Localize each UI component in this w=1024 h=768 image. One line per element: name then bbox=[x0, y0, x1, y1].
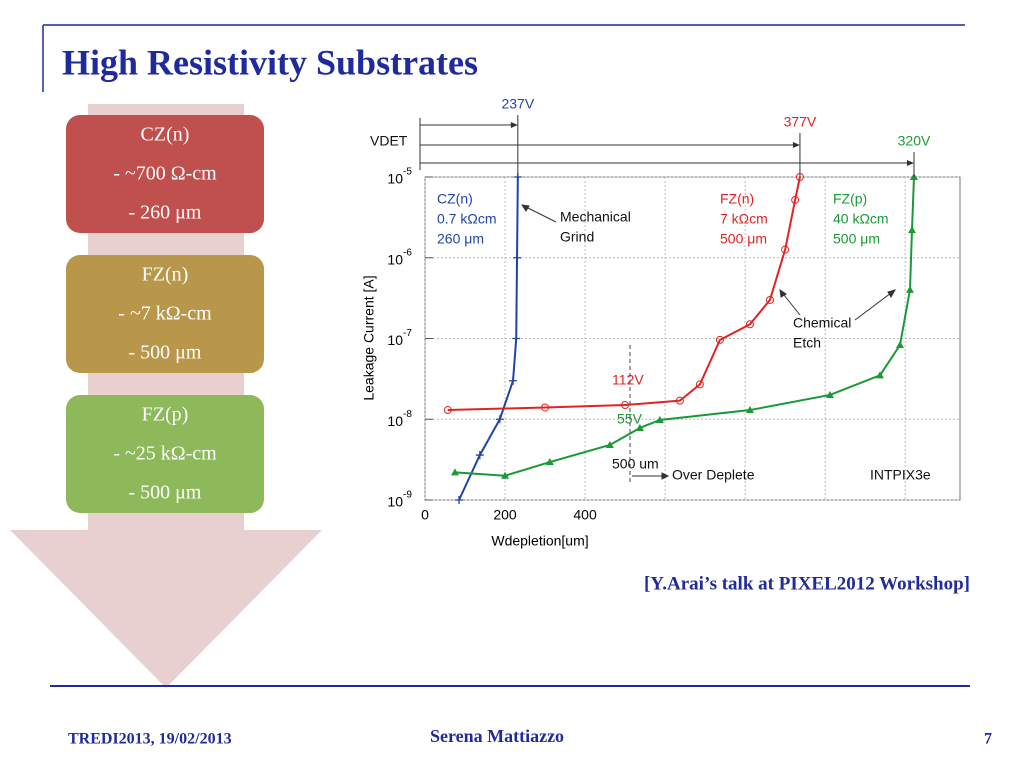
y-tick-exponent: -6 bbox=[403, 247, 412, 258]
annotation-arrow bbox=[520, 204, 557, 223]
data-point bbox=[501, 471, 510, 479]
y-tick-label: 10 bbox=[387, 251, 403, 267]
data-point bbox=[825, 390, 834, 398]
data-point bbox=[621, 401, 630, 410]
data-point bbox=[509, 376, 518, 385]
data-point bbox=[675, 396, 684, 405]
box bbox=[66, 395, 264, 513]
y-tick-label: 10 bbox=[387, 413, 403, 429]
y-tick-exponent: -8 bbox=[403, 409, 412, 420]
y-tick-label: 10 bbox=[387, 494, 403, 510]
y-tick-exponent: -7 bbox=[403, 328, 412, 339]
y-tick-label: 10 bbox=[387, 171, 403, 187]
arrow-head bbox=[906, 160, 914, 166]
data-point bbox=[655, 415, 664, 423]
page-number: 7 bbox=[984, 731, 992, 748]
box-line: FZ(n) bbox=[142, 264, 189, 286]
annotation-arrow bbox=[854, 289, 897, 321]
annotation: 500 um bbox=[612, 456, 659, 472]
data-point bbox=[455, 496, 464, 504]
data-point bbox=[541, 403, 550, 412]
data-point bbox=[715, 335, 724, 344]
data-point bbox=[512, 334, 521, 343]
chart-background bbox=[355, 100, 967, 555]
data-point bbox=[695, 380, 704, 389]
slide-title: High Resistivity Substrates bbox=[62, 42, 478, 82]
box-line: - ~700 Ω-cm bbox=[113, 163, 217, 185]
box-line: - ~7 kΩ-cm bbox=[118, 303, 212, 325]
data-point bbox=[451, 468, 460, 476]
x-tick-label: 400 bbox=[573, 507, 597, 523]
y-tick-exponent: -5 bbox=[403, 167, 412, 178]
series-label: 500 μm bbox=[833, 231, 880, 247]
series-label: CZ(n) bbox=[437, 191, 473, 207]
y-tick-label: 10 bbox=[387, 332, 403, 348]
data-point bbox=[513, 253, 522, 262]
box-group: CZ(n) - ~700 Ω-cm - 260 μm FZ(n) - ~7 kΩ-cm -… bbox=[66, 115, 264, 513]
annotation: VDET bbox=[370, 133, 408, 149]
annotation: Grind bbox=[560, 229, 594, 245]
voltage-label: 320V bbox=[898, 133, 931, 149]
data-point bbox=[545, 458, 554, 466]
voltage-label: 377V bbox=[784, 114, 817, 130]
data-point bbox=[495, 415, 504, 424]
annotation-arrow bbox=[779, 288, 801, 316]
citation: [Y.Arai’s talk at PIXEL2012 Workshop] bbox=[644, 573, 970, 594]
footer-center: Serena Mattiazzo bbox=[430, 726, 564, 746]
box-line: CZ(n) bbox=[141, 124, 190, 146]
data-point bbox=[875, 371, 884, 379]
data-point bbox=[605, 440, 614, 448]
arrow-head bbox=[510, 122, 518, 128]
annotation: Mechanical bbox=[560, 209, 631, 225]
series-line bbox=[447, 176, 801, 412]
series-label: 260 μm bbox=[437, 231, 484, 247]
series-label: 7 kΩcm bbox=[720, 211, 768, 227]
data-point bbox=[745, 320, 754, 329]
data-point bbox=[907, 226, 916, 234]
arrow-head bbox=[792, 142, 800, 148]
series-label: 40 kΩcm bbox=[833, 211, 889, 227]
annotation: INTPIX3e bbox=[870, 467, 931, 483]
annotation: Over Deplete bbox=[672, 467, 755, 483]
box bbox=[66, 255, 264, 373]
voltage-label: 237V bbox=[501, 96, 534, 112]
y-tick-exponent: -9 bbox=[403, 490, 412, 501]
footer-left: TREDI2013, 19/02/2013 bbox=[68, 731, 232, 748]
box-line: - 500 μm bbox=[129, 342, 202, 364]
data-point bbox=[635, 423, 644, 431]
series-label: 0.7 kΩcm bbox=[437, 211, 496, 227]
series-label: FZ(n) bbox=[720, 191, 754, 207]
y-axis-label: Leakage Current [A] bbox=[361, 275, 377, 400]
box-line: FZ(p) bbox=[142, 404, 189, 426]
annotation: Etch bbox=[793, 335, 821, 351]
series-label: 500 μm bbox=[720, 231, 767, 247]
x-axis-label: Wdepletion[um] bbox=[491, 533, 588, 549]
box-line: - 500 μm bbox=[129, 482, 202, 504]
box-line: - ~25 kΩ-cm bbox=[113, 443, 217, 465]
box bbox=[66, 115, 264, 233]
data-point bbox=[791, 195, 800, 204]
data-point bbox=[475, 451, 484, 460]
annotation: 112V bbox=[612, 372, 644, 388]
data-point bbox=[745, 406, 754, 414]
x-tick-label: 0 bbox=[421, 507, 429, 523]
x-tick-label: 200 bbox=[493, 507, 517, 523]
data-point bbox=[443, 406, 452, 415]
data-point bbox=[765, 295, 774, 304]
box-line: - 260 μm bbox=[129, 202, 202, 224]
series-label: FZ(p) bbox=[833, 191, 867, 207]
data-point bbox=[905, 285, 914, 293]
annotation-arrow bbox=[632, 472, 670, 480]
data-point bbox=[895, 341, 904, 349]
annotation: Chemical bbox=[793, 315, 851, 331]
data-point bbox=[781, 245, 790, 254]
